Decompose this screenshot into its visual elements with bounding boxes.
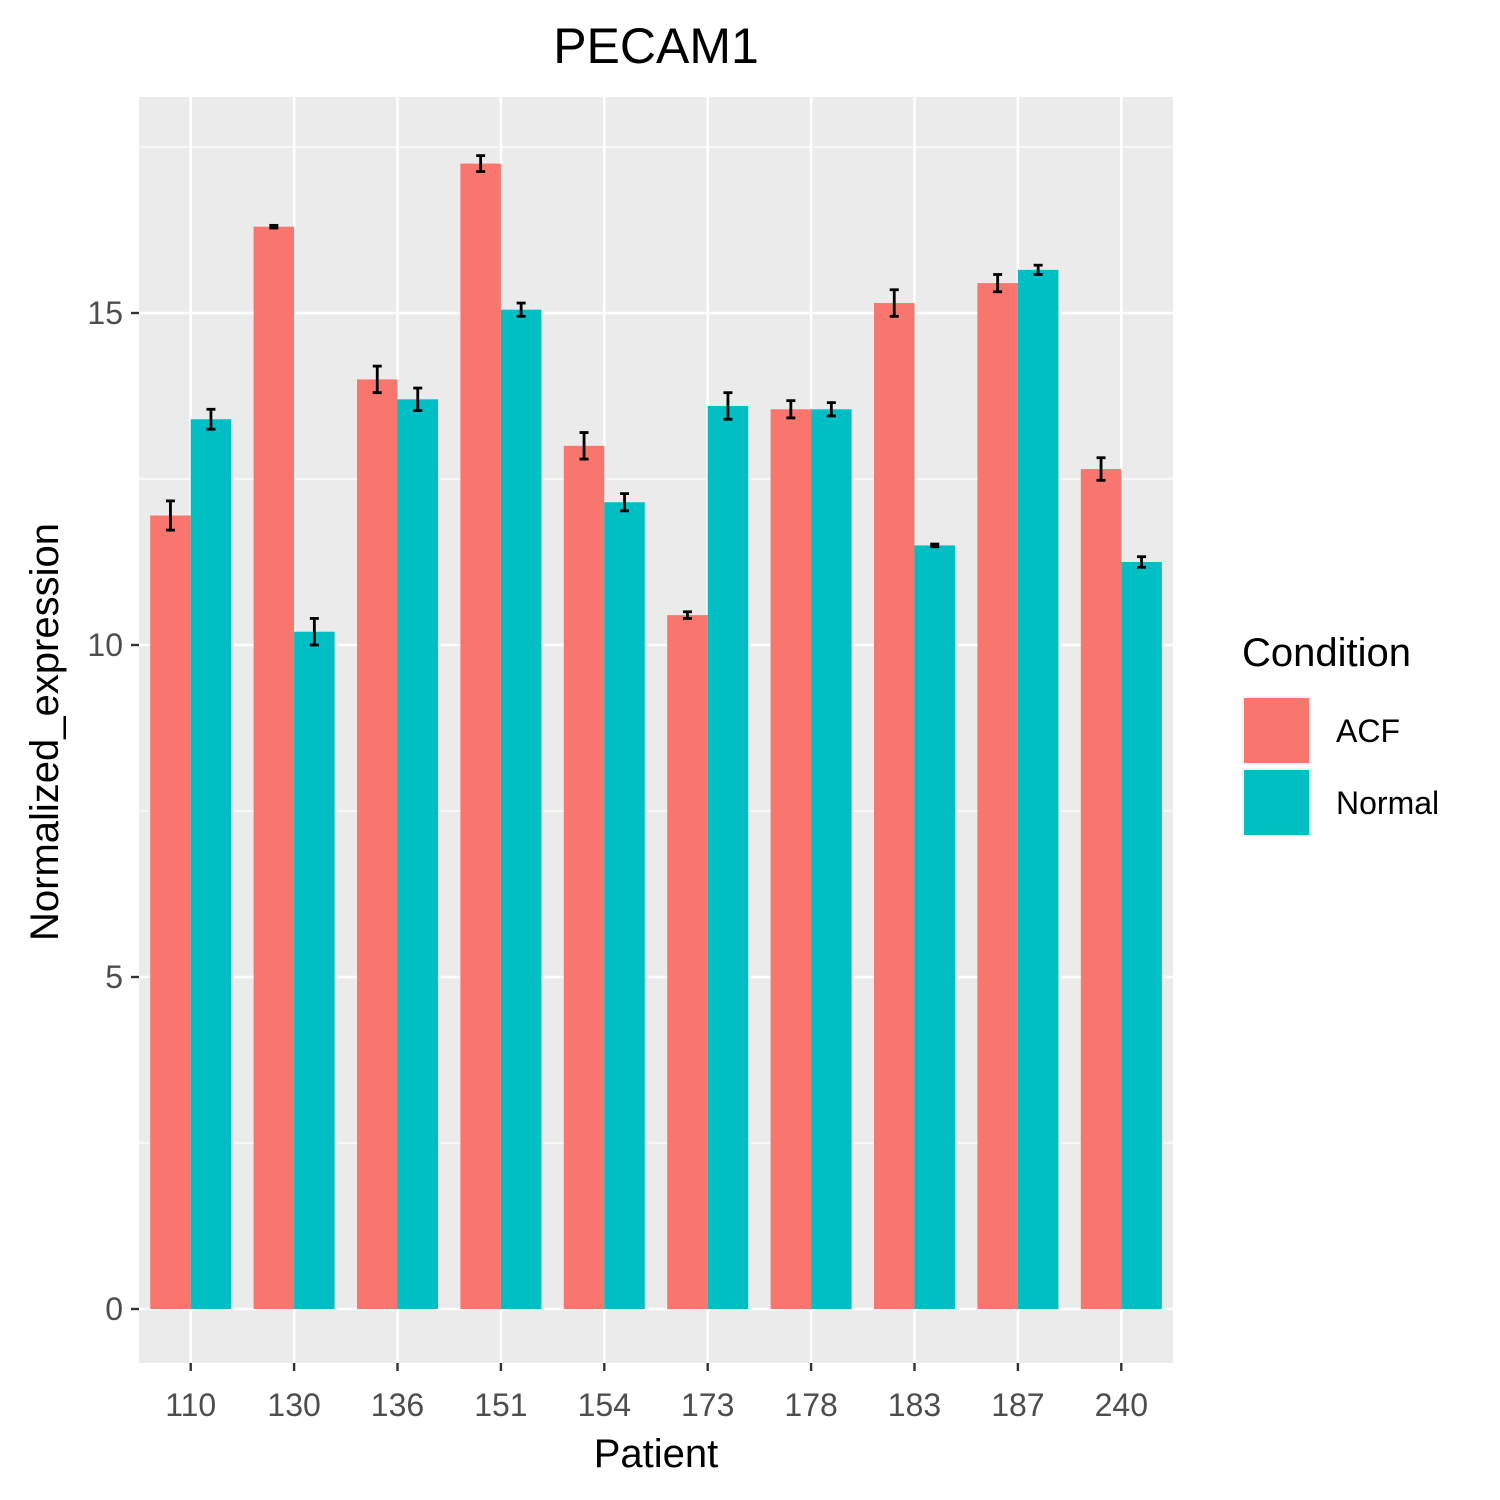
y-tick-label: 10 bbox=[87, 627, 123, 663]
error-bar-acf-151 bbox=[476, 154, 486, 173]
error-bar-normal-154 bbox=[620, 492, 630, 513]
x-tick-label: 240 bbox=[1095, 1387, 1148, 1423]
error-bar-normal-183 bbox=[930, 542, 940, 549]
error-bar-normal-187 bbox=[1033, 263, 1043, 276]
y-axis-title: Normalized_expression bbox=[23, 523, 67, 941]
bar-normal-240 bbox=[1121, 562, 1162, 1309]
error-bar-normal-173 bbox=[723, 391, 733, 421]
x-axis-ticks: 110 130 136 151 154 173 178 183 187 240 bbox=[165, 1363, 1148, 1423]
error-bar-normal-151 bbox=[516, 301, 526, 318]
x-tick-label: 178 bbox=[784, 1387, 837, 1423]
bar-acf-130 bbox=[253, 226, 295, 1310]
x-tick-label: 183 bbox=[888, 1387, 941, 1423]
bar-acf-183 bbox=[874, 303, 915, 1309]
legend-title: Condition bbox=[1242, 631, 1411, 675]
bar-normal-130 bbox=[294, 631, 335, 1309]
x-tick-label: 130 bbox=[267, 1387, 320, 1423]
bar-normal-151 bbox=[500, 309, 542, 1309]
y-axis-ticks: 0 5 10 15 bbox=[87, 295, 139, 1327]
error-bar-acf-178 bbox=[786, 399, 796, 420]
bar-acf-240 bbox=[1080, 469, 1122, 1309]
error-bar-acf-187 bbox=[993, 273, 1003, 294]
y-tick-label: 15 bbox=[87, 295, 123, 331]
error-bars bbox=[165, 154, 1147, 647]
error-bar-normal-136 bbox=[413, 386, 423, 413]
error-bar-acf-173 bbox=[682, 610, 692, 620]
bar-normal-136 bbox=[397, 399, 438, 1309]
x-axis-title: Patient bbox=[594, 1432, 719, 1476]
bar-normal-173 bbox=[707, 405, 749, 1310]
error-bar-acf-130 bbox=[269, 223, 279, 230]
bar-normal-110 bbox=[190, 419, 232, 1309]
bar-normal-178 bbox=[811, 409, 852, 1309]
x-tick-label: 136 bbox=[371, 1387, 424, 1423]
bar-normal-187 bbox=[1017, 269, 1059, 1310]
legend-keys: ACF Normal bbox=[1242, 696, 1439, 837]
legend-key-acf bbox=[1244, 698, 1309, 763]
bar-acf-154 bbox=[563, 445, 605, 1309]
legend-key-normal bbox=[1244, 770, 1309, 835]
error-bar-normal-240 bbox=[1137, 555, 1147, 569]
bar-acf-173 bbox=[667, 615, 708, 1309]
x-tick-label: 173 bbox=[681, 1387, 734, 1423]
error-bar-acf-110 bbox=[165, 499, 175, 532]
bar-acf-110 bbox=[150, 515, 191, 1309]
legend-label-acf: ACF bbox=[1336, 713, 1400, 749]
error-bar-acf-183 bbox=[889, 288, 899, 318]
error-bar-normal-110 bbox=[206, 407, 216, 431]
x-tick-label: 110 bbox=[165, 1387, 216, 1423]
bar-acf-178 bbox=[770, 409, 812, 1309]
legend: Condition ACF Normal bbox=[1242, 631, 1439, 837]
error-bar-acf-240 bbox=[1096, 456, 1106, 482]
y-tick-label: 0 bbox=[105, 1291, 123, 1327]
error-bar-acf-154 bbox=[579, 431, 589, 461]
error-bar-normal-130 bbox=[309, 617, 319, 647]
bar-acf-136 bbox=[357, 379, 398, 1309]
bar-normal-183 bbox=[914, 545, 955, 1309]
x-tick-label: 187 bbox=[991, 1387, 1044, 1423]
y-tick-label: 5 bbox=[105, 959, 123, 995]
bars bbox=[150, 163, 1162, 1310]
bar-acf-151 bbox=[460, 163, 501, 1310]
error-bar-normal-178 bbox=[826, 401, 836, 418]
error-bar-acf-136 bbox=[372, 364, 382, 395]
x-tick-label: 151 bbox=[474, 1387, 527, 1423]
bar-acf-187 bbox=[977, 283, 1018, 1309]
x-tick-label: 154 bbox=[578, 1387, 631, 1423]
chart-title: PECAM1 bbox=[553, 18, 759, 74]
legend-label-normal: Normal bbox=[1336, 785, 1439, 821]
bar-normal-154 bbox=[604, 502, 645, 1309]
